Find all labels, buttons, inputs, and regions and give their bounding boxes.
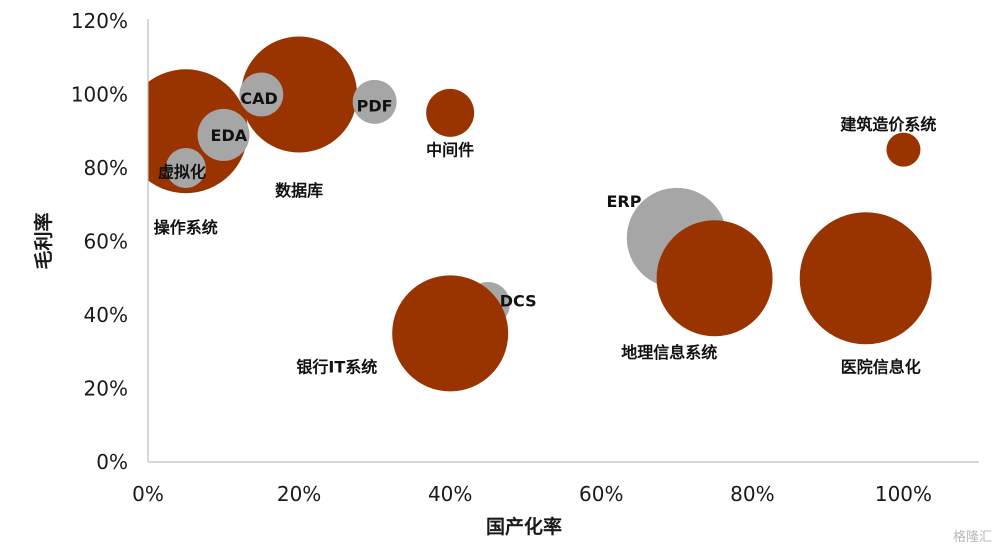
y-tick-label: 40% <box>84 303 128 327</box>
axes <box>147 19 979 463</box>
bubble-label: 操作系统 <box>154 218 218 237</box>
x-tick-label: 20% <box>277 482 321 506</box>
bubble-label: 虚拟化 <box>158 163 206 182</box>
x-tick-label: 80% <box>730 482 774 506</box>
y-tick-label: 100% <box>71 83 128 107</box>
bubble-9 <box>886 132 921 167</box>
bubble-10 <box>392 275 509 392</box>
bubble-4 <box>165 148 206 188</box>
bubble-label: ERP <box>606 192 641 211</box>
x-tick-label: 0% <box>132 482 164 506</box>
bubble-label: 数据库 <box>275 181 323 200</box>
bubble-label: 中间件 <box>426 141 474 160</box>
y-tick-label: 120% <box>71 9 128 33</box>
bubble-label: 医院信息化 <box>841 357 921 376</box>
bubble-8 <box>426 88 475 137</box>
y-tick-label: 20% <box>84 377 128 401</box>
bubble-labels: 操作系统 数据库 虚拟化 EDA CAD PDF 中间件 建筑造价系统 ERP DCS 银行IT系统… <box>154 89 937 376</box>
bubble-label: EDA <box>211 126 248 145</box>
x-tick-label: 40% <box>428 482 472 506</box>
y-axis-title: 毛利率 <box>32 212 55 269</box>
bubble-label: 地理信息系统 <box>621 343 717 362</box>
bubble-label: CAD <box>240 89 277 108</box>
bubble-layer <box>148 36 932 392</box>
x-tick-label: 100% <box>875 482 932 506</box>
y-tick-label: 60% <box>84 230 128 254</box>
bubble-7 <box>352 79 397 124</box>
bubble-5 <box>197 108 250 161</box>
bubble-label: DCS <box>500 291 537 310</box>
bubble-label: 建筑造价系统 <box>840 115 936 134</box>
bubble-1 <box>241 36 358 153</box>
watermark-logo: 格隆汇 <box>952 530 992 545</box>
bubble-label: 银行IT系统 <box>296 357 377 376</box>
bubble-label: PDF <box>357 97 393 116</box>
y-tick-label: 80% <box>84 156 128 180</box>
bubble-12 <box>799 212 932 345</box>
tick-labels: 0% 20% 40% 60% 80% 100% 0% 20% 40% 60% 80% 100% 120% <box>71 9 932 506</box>
x-tick-label: 60% <box>579 482 623 506</box>
bubble-6 <box>239 72 284 117</box>
y-tick-label: 0% <box>96 450 128 474</box>
x-axis-title: 国产化率 <box>486 515 562 538</box>
bubble-11 <box>656 220 773 337</box>
